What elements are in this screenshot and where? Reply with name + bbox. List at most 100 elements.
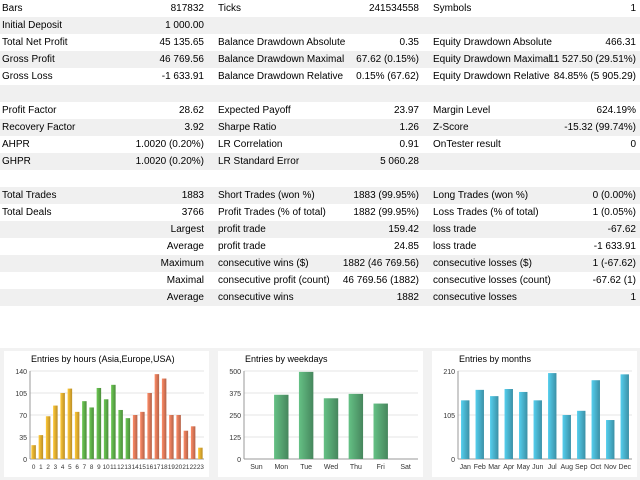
report-label: Sharpe Ratio — [218, 122, 277, 133]
y-tick-label: 125 — [229, 435, 241, 442]
report-row: Maximum consecutive wins ($) 1882 (46 769.… — [0, 255, 640, 272]
bar-1 — [38, 435, 44, 459]
report-value: 5 060.28 — [380, 156, 419, 167]
report-value — [520, 170, 636, 187]
y-tick-label: 0 — [237, 457, 241, 464]
report-label: Balance Drawdown Maximal — [218, 54, 345, 65]
y-tick-label: 105 — [15, 391, 27, 398]
report-row: Gross Profit 46 769.56 Balance Drawdown Ma… — [0, 51, 640, 68]
hours-chart: Entries by hours (Asia,Europe,USA) 0 35 70… — [4, 351, 209, 477]
report-value: -1 633.91 — [593, 241, 636, 252]
bar-Mar — [490, 396, 499, 459]
bar-3 — [53, 405, 58, 459]
report-value: 23.97 — [393, 105, 419, 116]
report-value: 1882 — [396, 292, 419, 303]
report-label: GHPR — [2, 156, 31, 167]
bar-Nov — [606, 420, 615, 459]
report-label: Balance Drawdown Absolute — [218, 37, 346, 48]
report-value — [300, 170, 419, 187]
report-value: 28.62 — [178, 105, 204, 116]
report-label: consecutive losses — [433, 292, 517, 303]
report-label: profit trade — [218, 241, 266, 252]
bar-23 — [198, 447, 203, 459]
x-tick-label: 10 — [103, 464, 111, 471]
report-value: 1.26 — [399, 122, 419, 133]
bar-22 — [190, 426, 196, 459]
report-label: Gross Loss — [2, 71, 53, 82]
report-row — [0, 170, 640, 187]
months-chart-plot: 0 105 210 Jan Feb Mar Apr May Jun Jul Aug Sep Oct Nov… — [443, 369, 632, 471]
report-value: 159.42 — [388, 224, 419, 235]
x-tick-label: Mar — [488, 464, 501, 471]
report-value: 1882 (99.95%) — [353, 207, 419, 218]
report-value: 3.92 — [184, 122, 204, 133]
weekdays-chart-title: Entries by weekdays — [245, 354, 328, 364]
report-label: Z-Score — [433, 122, 469, 133]
report-row: Initial Deposit 1 000.00 — [0, 17, 640, 34]
x-tick-label: 17 — [153, 464, 161, 471]
report-row: Recovery Factor 3.92 Sharpe Ratio 1.26 Z-Sco… — [0, 119, 640, 136]
report-value — [90, 170, 204, 187]
report-label: Loss Trades (% of total) — [433, 207, 539, 218]
x-tick-label: 11 — [110, 464, 117, 471]
bar-Apr — [504, 389, 513, 459]
report-label: Recovery Factor — [2, 122, 76, 133]
x-tick-label: 8 — [90, 464, 94, 471]
report-value: 0.35 — [399, 37, 419, 48]
report-label: LR Correlation — [218, 139, 283, 150]
bar-10 — [103, 399, 109, 459]
report-row — [0, 85, 640, 102]
bar-Mon — [274, 394, 289, 459]
report-label: consecutive wins — [218, 292, 294, 303]
x-tick-label: 2 — [46, 464, 50, 471]
x-tick-label: 22 — [190, 464, 198, 471]
report-value: 241534558 — [368, 3, 419, 14]
x-tick-label: Feb — [474, 464, 486, 471]
x-tick-label: 0 — [32, 464, 36, 471]
report-value: 0 — [630, 139, 636, 150]
report-value: 1 — [630, 292, 636, 303]
x-tick-label: Nov — [604, 464, 617, 471]
report-value: 46 769.56 — [159, 54, 205, 65]
x-tick-label: May — [517, 464, 531, 471]
report-label: Balance Drawdown Relative — [218, 71, 344, 82]
x-tick-label: Jan — [460, 464, 471, 471]
x-tick-label: Wed — [324, 464, 338, 471]
report-value: 0 (0.00%) — [592, 190, 636, 201]
report-value: -67.62 — [607, 224, 636, 235]
weekdays-chart-plot: 0 125 250 375 500 Sun Mon Tue Wed Thu Fri Sat — [229, 369, 418, 471]
report-label: consecutive wins ($) — [218, 258, 309, 269]
report-label: Equity Drawdown Relative — [433, 71, 550, 82]
report-label: loss trade — [433, 241, 477, 252]
report-row: Gross Loss -1 633.91 Balance Drawdown Rela… — [0, 68, 640, 85]
report-value — [520, 17, 636, 34]
x-tick-label: 15 — [139, 464, 147, 471]
bar-21 — [183, 430, 189, 459]
report-value: 624.19% — [596, 105, 636, 116]
report-label: Ticks — [218, 3, 241, 14]
report-value: Maximum — [160, 258, 204, 269]
x-tick-label: Tue — [300, 464, 312, 471]
y-tick-label: 250 — [229, 413, 241, 420]
x-tick-label: Mon — [274, 464, 288, 471]
hours-chart-title: Entries by hours (Asia,Europe,USA) — [31, 354, 175, 364]
y-tick-label: 70 — [19, 413, 27, 420]
x-tick-label: 16 — [146, 464, 154, 471]
report-value: 1 000.00 — [165, 20, 204, 31]
bar-11 — [111, 384, 116, 459]
bar-May — [519, 391, 528, 459]
bar-Wed — [323, 398, 339, 459]
report-value: 0.91 — [399, 139, 419, 150]
report-value: Average — [166, 241, 204, 252]
bar-12 — [118, 409, 123, 459]
report-value: 817832 — [170, 3, 204, 14]
y-tick-label: 0 — [23, 457, 27, 464]
y-tick-label: 375 — [229, 391, 241, 398]
report-row: Profit Factor 28.62 Expected Payoff 23.97 Ma… — [0, 102, 640, 119]
bar-2 — [45, 416, 51, 459]
bar-Thu — [348, 393, 364, 459]
report-row: AHPR 1.0020 (0.20%) LR Correlation 0.91 OnTe… — [0, 136, 640, 153]
x-tick-label: 3 — [54, 464, 58, 471]
x-tick-label: Jun — [532, 464, 543, 471]
bar-6 — [74, 411, 80, 459]
